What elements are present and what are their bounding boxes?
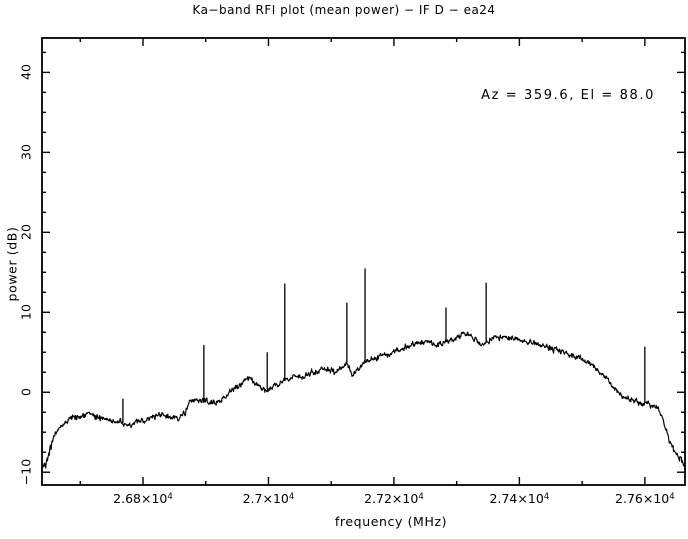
y-axis-tick-label: 40	[18, 64, 34, 81]
x-axis-tick-label: 2.68×104	[113, 491, 173, 506]
y-axis-tick-label: 30	[18, 144, 34, 161]
x-axis-tick-label: 2.74×104	[489, 491, 550, 506]
plot-title: Ka−band RFI plot (mean power) − IF D − e…	[192, 3, 496, 17]
y-axis-tick-label: 20	[18, 224, 34, 241]
spectrum-trace	[41, 331, 686, 469]
y-axis-tick-label: 10	[18, 304, 34, 321]
x-axis-label: frequency (MHz)	[334, 514, 448, 529]
x-axis-tick-label: 2.7×104	[242, 491, 295, 506]
az-el-annotation: Az = 359.6, El = 88.0	[481, 88, 655, 103]
plot-frame	[41, 37, 686, 486]
x-axis-tick-label: 2.76×104	[615, 491, 675, 506]
y-axis-tick-label: 0	[18, 388, 34, 397]
y-axis-tick-label: −10	[18, 459, 34, 486]
x-axis-tick-label: 2.72×104	[364, 491, 424, 506]
